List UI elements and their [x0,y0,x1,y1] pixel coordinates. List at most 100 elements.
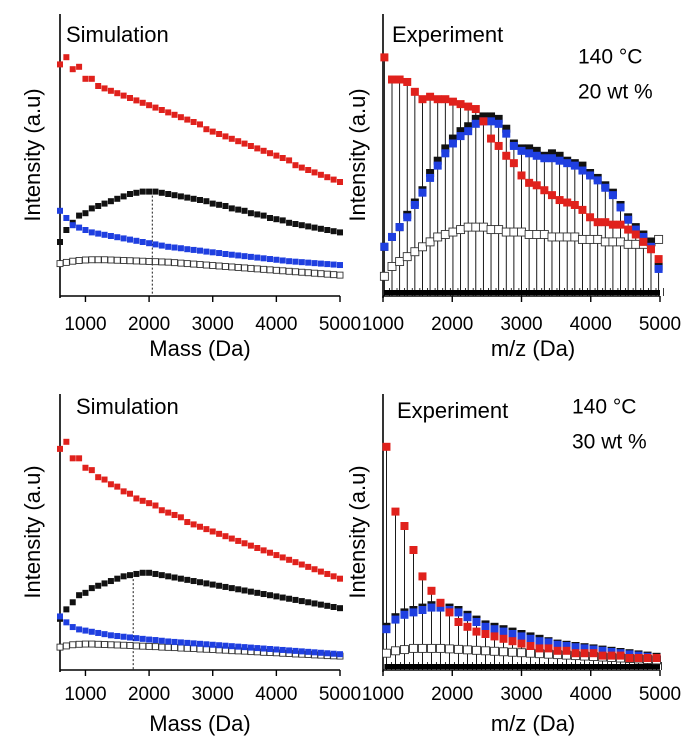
data-point [88,256,96,264]
data-point [101,580,108,587]
data-point [487,112,496,121]
data-point [525,144,534,153]
data-point [76,224,83,231]
data-point [324,227,331,233]
data-point [273,646,280,653]
data-point [501,227,511,237]
data-point [305,223,312,230]
data-point [279,217,286,224]
data-point [127,191,133,197]
data-point [379,271,389,281]
data-point [508,630,517,638]
data-point [63,215,70,221]
data-point [571,643,580,652]
data-point [222,642,229,649]
data-point [190,578,197,585]
data-point [395,75,404,84]
data-point [260,212,267,219]
data-point [298,598,305,605]
data-point [152,637,159,644]
x-tick-label: 5000 [319,314,361,335]
data-point [56,260,64,268]
data-point [409,608,418,617]
data-point [196,645,204,653]
data-point [570,232,580,242]
data-point [202,261,210,269]
data-point [654,264,663,273]
data-point [57,61,63,68]
data-point [433,156,442,165]
data-point [324,602,331,609]
data-point [94,256,102,264]
data-point [228,263,236,271]
data-point [464,127,473,136]
data-point [625,654,634,662]
data-point [479,117,488,126]
data-point [317,601,324,608]
data-point [209,249,216,256]
data-point [598,646,607,655]
data-point [146,569,153,576]
data-point [317,171,324,178]
data-point [600,237,610,247]
data-point [464,122,473,131]
data-point [203,641,210,648]
data-point [158,242,165,249]
data-point [254,545,261,551]
data-point [337,229,343,236]
data-point [292,162,299,169]
data-point [260,265,268,273]
data-point [94,640,102,648]
data-point [426,173,435,182]
data-point [196,261,204,269]
data-point [197,121,203,128]
data-point [593,218,602,227]
data-point [171,511,178,518]
data-point [177,245,184,252]
data-point [76,63,83,70]
data-point [562,232,572,242]
data-point [555,151,564,160]
data-point [472,618,481,626]
data-point [445,644,454,654]
data-point [646,245,655,254]
data-point [490,632,499,641]
data-point [601,218,610,227]
x-axis-label: m/z (Da) [491,336,575,361]
data-point [228,585,235,592]
data-point [222,251,229,257]
data-point [555,196,564,205]
data-point [324,570,331,577]
data-point [139,642,147,650]
data-point [311,269,318,277]
data-point [616,237,625,247]
data-point [82,227,89,233]
x-tick-label: 3000 [192,314,234,335]
data-point [209,128,216,135]
data-point [127,490,133,497]
data-point [69,599,76,606]
data-point [101,476,108,483]
data-point [216,250,223,257]
data-point [433,95,442,104]
data-point [203,580,210,587]
data-point [286,595,293,602]
data-point [472,645,481,655]
data-point [426,169,435,177]
panel-4: 1000 2000 3000 4000 5000 Experiment 140 °C 30 w… [345,394,681,736]
data-point [69,257,77,265]
data-point [286,647,293,654]
data-point [403,77,412,86]
data-point [82,210,89,217]
data-point [253,265,261,273]
data-point [95,203,102,209]
data-point [120,92,127,99]
data-point [69,222,76,229]
data-point [311,224,318,231]
data-point [133,635,140,642]
data-point [190,521,197,528]
data-point [639,232,648,241]
data-point [487,134,496,143]
data-point [113,641,121,649]
data-point [427,603,436,612]
